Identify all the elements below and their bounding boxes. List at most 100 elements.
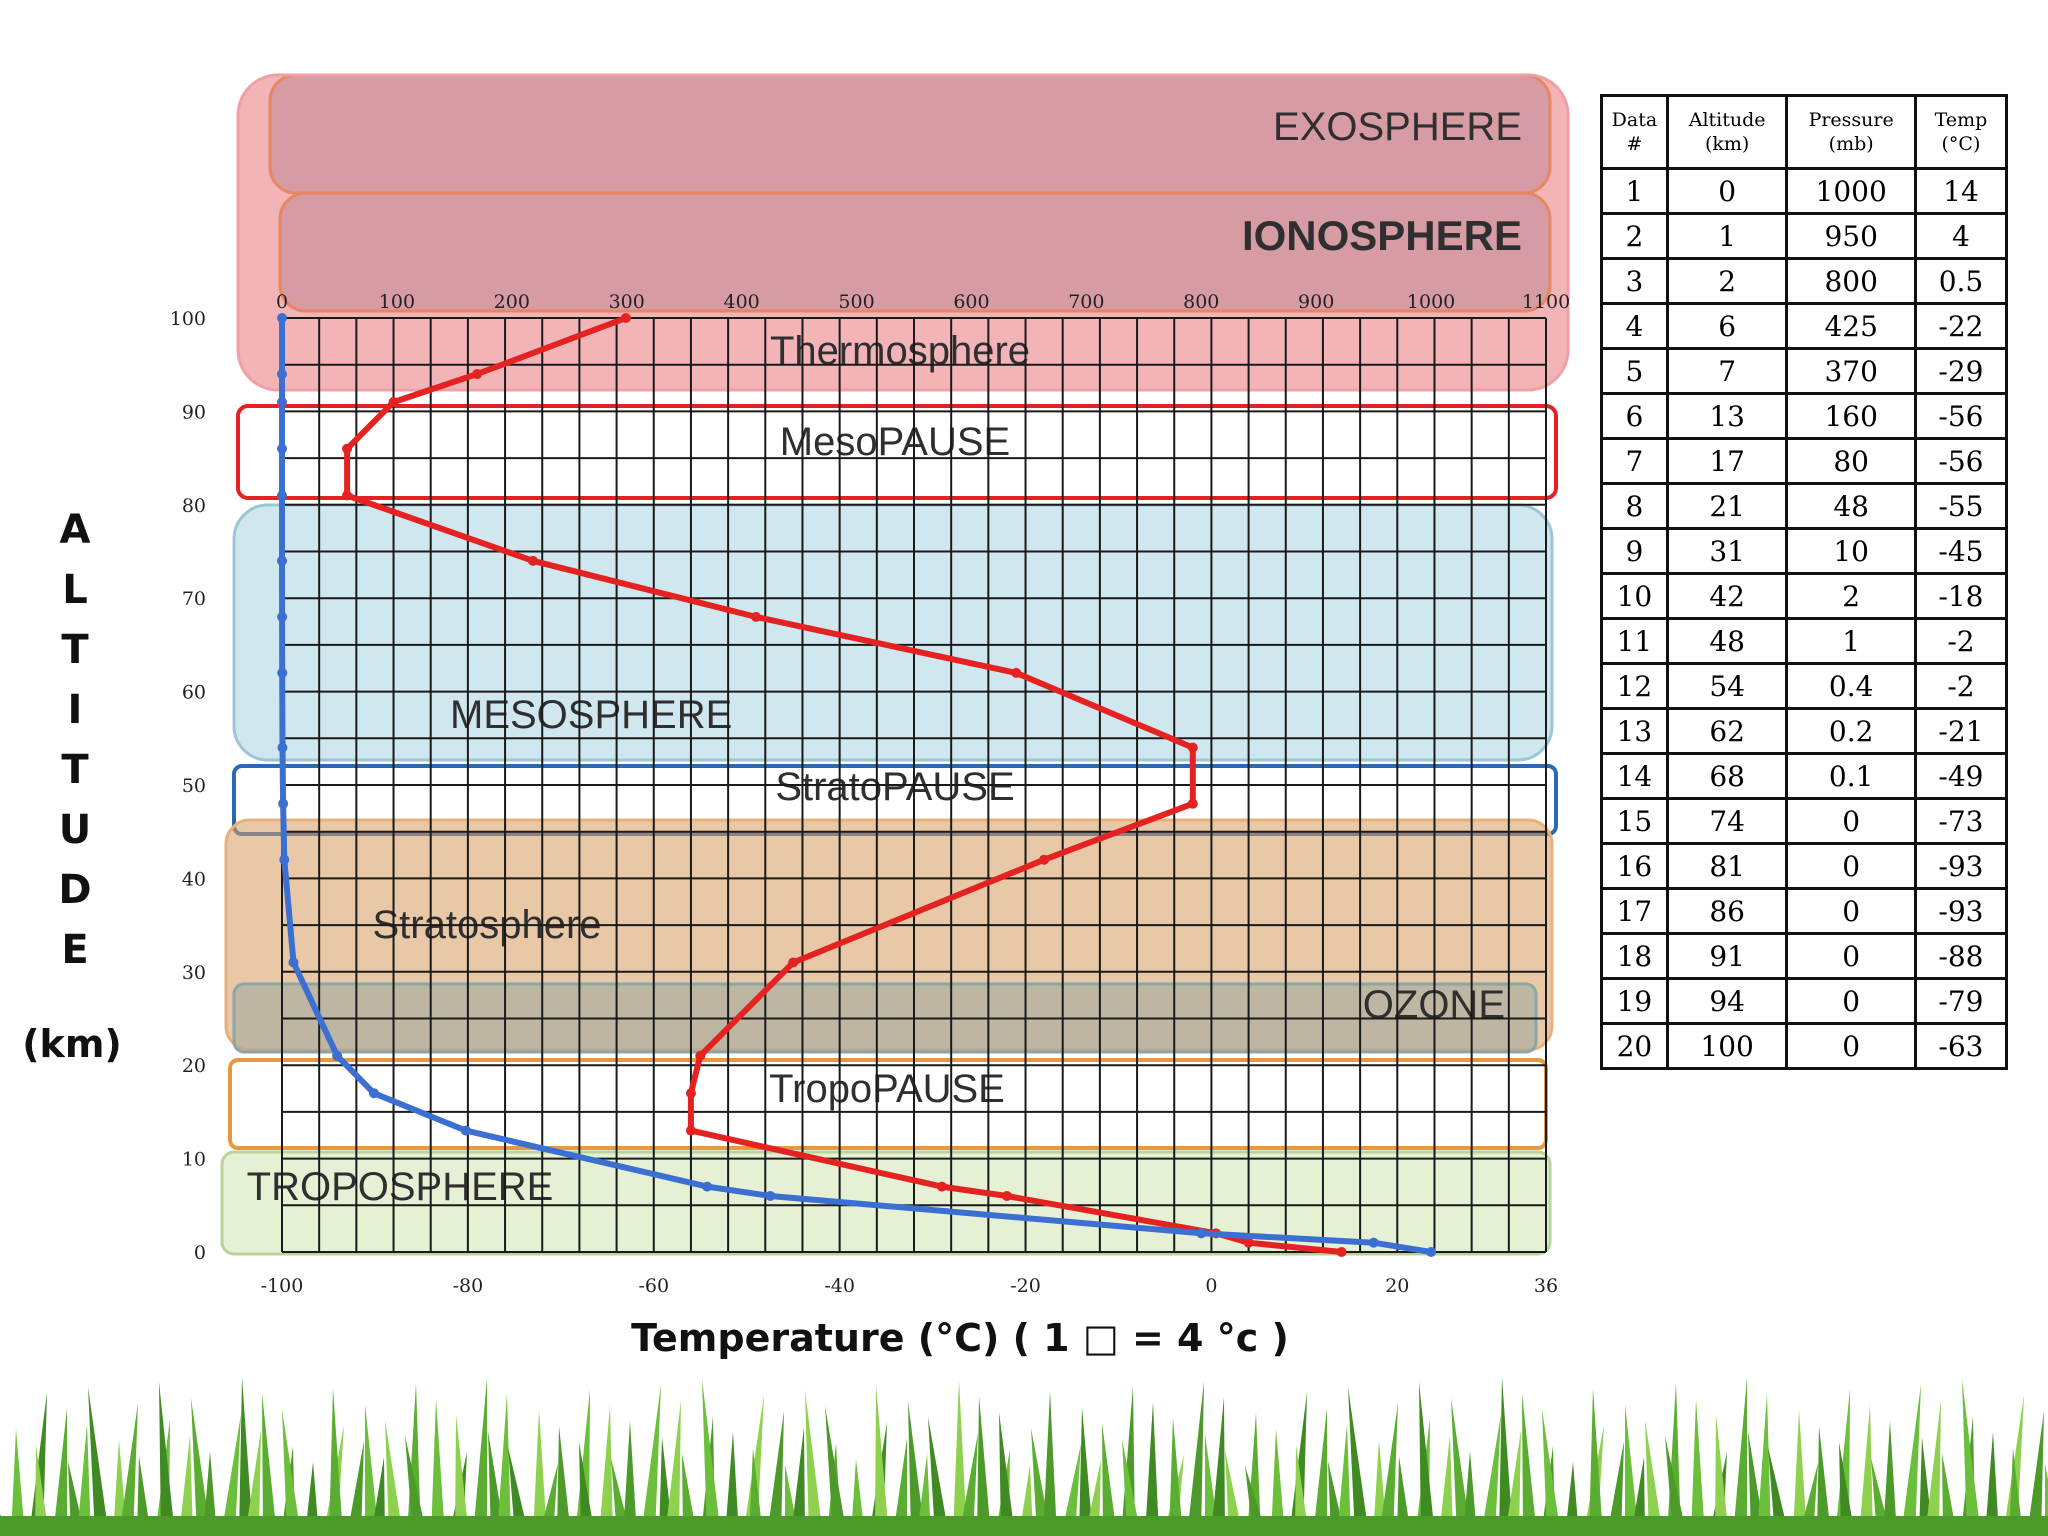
- grass-blade: [1589, 1388, 1603, 1536]
- table-row: 7 17 80 -56: [1600, 437, 2009, 485]
- grass-blade: [533, 1410, 547, 1536]
- series-point-pressure: [277, 742, 288, 753]
- grass-blade: [749, 1448, 763, 1536]
- grass-blade: [977, 1396, 991, 1536]
- series-point-temperature: [751, 611, 761, 622]
- grass-blade: [119, 1403, 138, 1536]
- grass-blade: [365, 1404, 379, 1536]
- y-tick-label: 90: [182, 401, 206, 423]
- table-cell: 48: [1665, 617, 1789, 665]
- x-tick-label-pressure: 1000: [1407, 291, 1455, 313]
- y-tick-label: 80: [182, 495, 206, 517]
- grass-blade: [1271, 1429, 1285, 1536]
- grass-blade: [1793, 1410, 1807, 1536]
- grass-blade: [347, 1441, 364, 1536]
- grass-blade: [159, 1382, 175, 1536]
- grass-base: [0, 1516, 2048, 1536]
- x-tick-label-pressure: 700: [1068, 291, 1104, 313]
- grass-blade: [682, 1453, 697, 1536]
- table-cell: 0: [1785, 977, 1917, 1025]
- table-row: 13 62 0.2 -21: [1600, 707, 2009, 755]
- x-tick-label-pressure: 1100: [1522, 291, 1570, 313]
- grass-blade: [1169, 1418, 1183, 1536]
- table-cell: 10: [1785, 527, 1917, 575]
- table-cell: 42: [1665, 572, 1789, 620]
- table-cell: -2: [1913, 662, 2009, 710]
- band-label-mesopause: MesoPAUSE: [780, 420, 1010, 464]
- series-point-pressure: [277, 667, 288, 678]
- table-cell: 0: [1785, 797, 1917, 845]
- grass-blade: [908, 1401, 925, 1536]
- table-cell: -55: [1913, 482, 2009, 530]
- table-cell: -45: [1913, 527, 2009, 575]
- table-cell: 17: [1665, 437, 1789, 485]
- grass-blade: [1839, 1442, 1855, 1536]
- y-tick-label: 70: [182, 588, 206, 610]
- y-tick-label: 60: [182, 682, 206, 704]
- series-point-temperature: [342, 443, 353, 454]
- grass-blade: [825, 1406, 847, 1536]
- table-cell: 8: [1600, 482, 1669, 530]
- grass-blade: [1645, 1420, 1663, 1536]
- series-point-pressure: [278, 798, 289, 809]
- band-thermosphere: [236, 73, 1570, 392]
- grass-blade: [805, 1390, 823, 1536]
- band-mesopause: [236, 404, 1558, 500]
- grass-blade: [203, 1451, 217, 1536]
- series-point-pressure: [277, 490, 287, 501]
- grass-blade: [1733, 1378, 1747, 1536]
- table-cell: 7: [1600, 437, 1669, 485]
- table-cell: 17: [1600, 887, 1669, 935]
- series-point-pressure: [277, 555, 287, 566]
- table-row: 5 7 370 -29: [1600, 347, 2009, 395]
- table-cell: -29: [1913, 347, 2009, 395]
- series-point-temperature: [472, 369, 483, 380]
- series-line-pressure: [279, 315, 1435, 1255]
- grass-blade: [1313, 1408, 1327, 1536]
- grass-blade: [1211, 1397, 1225, 1536]
- table-cell: 14: [1600, 752, 1669, 800]
- table-cell: 3: [1600, 257, 1669, 305]
- series-point-temperature: [695, 1050, 706, 1061]
- table-cell: 800: [1785, 257, 1917, 305]
- table-cell: -63: [1913, 1022, 2009, 1070]
- grass-blade: [1607, 1441, 1624, 1536]
- table-body: 1 0 1000 14 2 1 950 4 3 2 800 0.5 4 6 425 -22 5 7 370 -29 6 1…: [1600, 167, 2009, 1070]
- grass-blade: [53, 1408, 67, 1536]
- grass-blade: [282, 1409, 301, 1536]
- x-tick-label-temperature: -20: [1010, 1275, 1041, 1297]
- grass-blade: [245, 1430, 261, 1536]
- table-cell: 14: [1913, 167, 2009, 215]
- atmosphere-chart: EXOSPHERE IONOSPHERE Thermosphere MesoPAUSE…: [170, 73, 1570, 1297]
- grass-blade: [35, 1445, 49, 1536]
- y-axis-label-letter: T: [61, 627, 89, 673]
- grass-blade: [88, 1387, 109, 1536]
- chart-grid: [281, 317, 1547, 1253]
- y-axis-label-letter: T: [61, 747, 89, 793]
- grass-blade: [665, 1400, 681, 1536]
- table-row: 3 2 800 0.5: [1600, 257, 2009, 305]
- table-row: 2 1 950 4: [1600, 212, 2009, 260]
- band-label-ionosphere: IONOSPHERE: [1242, 212, 1522, 259]
- grass-blade: [1348, 1387, 1369, 1536]
- grass-blade: [1942, 1453, 1957, 1536]
- data-table: Data # Altitude (km) Pressure (mb) Temp (°C…: [1600, 94, 2009, 1070]
- table-cell: 0.4: [1785, 662, 1917, 710]
- table-cell: 12: [1600, 662, 1669, 710]
- grass-blade: [239, 1377, 253, 1536]
- series-point-pressure: [277, 313, 287, 323]
- series-point-pressure: [277, 369, 287, 380]
- series-point-temperature: [1001, 1190, 1012, 1201]
- table-cell: 5: [1600, 347, 1669, 395]
- table-cell: 370: [1785, 347, 1917, 395]
- grass-blade: [959, 1433, 978, 1536]
- grass-blade: [1043, 1391, 1057, 1536]
- y-tick-label: 40: [182, 868, 206, 890]
- series-point-pressure: [277, 611, 288, 622]
- grass-blade: [508, 1447, 529, 1536]
- grass-blade: [1768, 1447, 1789, 1536]
- grass-blade: [702, 1379, 721, 1536]
- grass-blade: [1187, 1381, 1204, 1536]
- y-tick-label: 50: [182, 775, 206, 797]
- x-tick-label-pressure: 500: [838, 291, 874, 313]
